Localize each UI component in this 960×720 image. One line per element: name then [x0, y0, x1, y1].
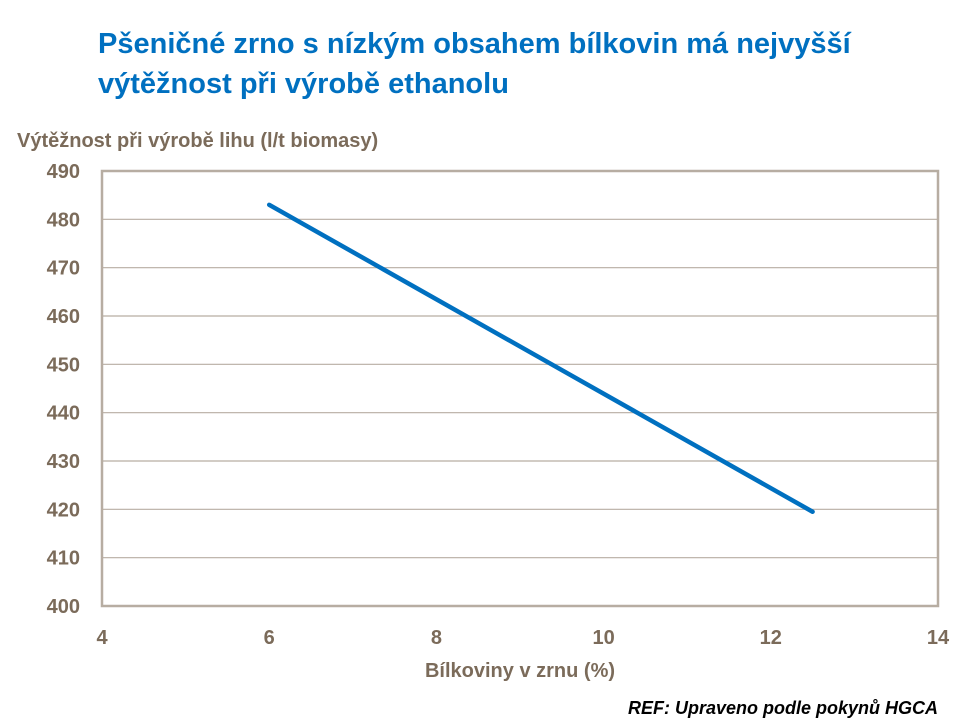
y-tick-label: 410 [47, 548, 80, 570]
x-tick-label: 4 [96, 627, 108, 649]
y-tick-label: 450 [47, 354, 80, 376]
reference-note: REF: Upraveno podle pokynů HGCA [627, 698, 938, 718]
y-tick-label: 470 [47, 258, 80, 280]
x-tick-label: 12 [760, 627, 782, 649]
y-tick-label: 460 [47, 306, 80, 328]
y-tick-label: 430 [47, 451, 80, 473]
y-tick-label: 400 [47, 596, 80, 618]
x-axis-label: Bílkoviny v zrnu (%) [424, 660, 616, 682]
y-tick-label: 420 [47, 499, 80, 521]
y-tick-label: 490 [47, 161, 80, 183]
y-axis-label: Výtěžnost při výrobě lihu (l/t biomasy) [17, 130, 379, 152]
y-tick-label: 440 [47, 403, 80, 425]
x-tick-label: 8 [431, 627, 442, 649]
x-tick-label: 6 [264, 627, 275, 649]
data-line [266, 202, 815, 514]
y-tick-label: 480 [47, 209, 80, 231]
chart-title-line-1: Pšeničné zrno s nízkým obsahem bílkovin … [98, 28, 851, 60]
chart-title-line-2: výtěžnost při výrobě ethanolu [98, 68, 509, 100]
chart-title: Pšeničné zrno s nízkým obsahem bílkovin … [98, 24, 948, 104]
x-tick-label: 14 [927, 627, 950, 649]
plot-frame [100, 169, 940, 608]
x-tick-label: 10 [592, 627, 614, 649]
